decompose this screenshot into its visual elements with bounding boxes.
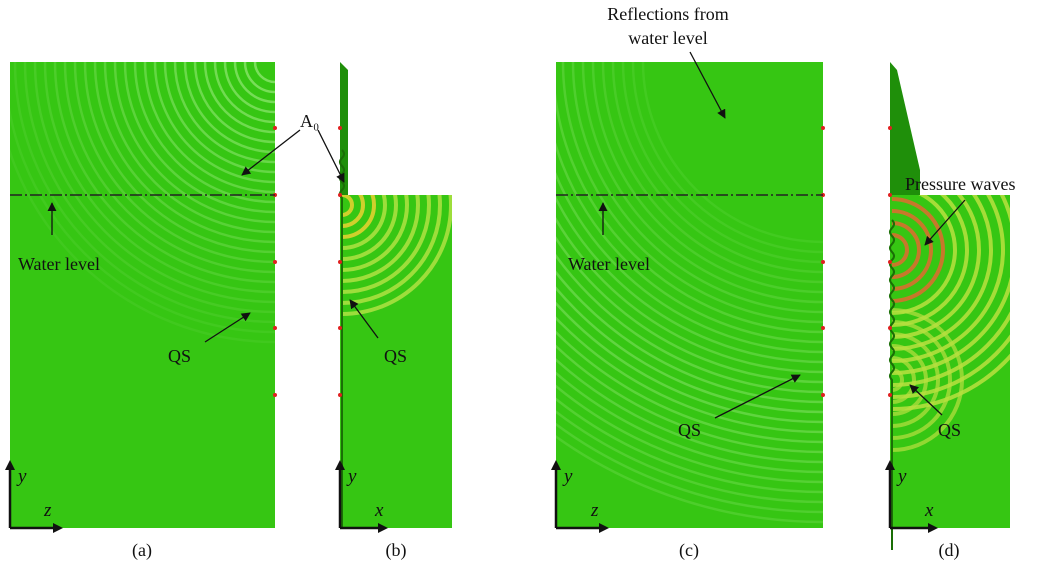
sensor-dot	[338, 126, 342, 130]
sensor-dot	[338, 193, 342, 197]
sensor-dot	[273, 326, 277, 330]
axis-label: y	[896, 466, 907, 487]
wavefront	[342, 195, 431, 294]
sensor-dot	[821, 393, 825, 397]
axis-label: y	[346, 466, 357, 487]
sensor-dot	[888, 260, 892, 264]
axis-label: y	[562, 466, 573, 487]
wavefront	[892, 221, 921, 279]
annotation: Reflections from	[607, 4, 728, 24]
annotation: Water level	[18, 254, 100, 274]
annotation: water level	[628, 28, 707, 48]
axis-label: x	[924, 500, 934, 521]
annotation: A₀	[300, 111, 319, 131]
annotation: QS	[678, 420, 701, 440]
wavefront	[892, 195, 957, 315]
wavefront	[892, 344, 928, 416]
wavefront	[342, 195, 442, 305]
wavefront	[892, 195, 981, 339]
annotation: QS	[384, 346, 407, 366]
panel-label: (a)	[132, 540, 152, 561]
wavefront	[892, 332, 940, 428]
wavefront	[342, 195, 452, 316]
wavefront	[342, 195, 376, 239]
wavefront	[892, 195, 1005, 363]
wavefront	[342, 195, 420, 283]
panel-label: (c)	[679, 540, 699, 561]
wavefront	[892, 197, 945, 303]
sensor-dot	[338, 393, 342, 397]
sensor-dot	[273, 260, 277, 264]
annotation: Water level	[568, 254, 650, 274]
panel-label: (d)	[939, 540, 960, 561]
sensor-dot	[821, 126, 825, 130]
wavefront	[892, 195, 993, 351]
sensor-dot	[888, 326, 892, 330]
panel-label: (b)	[386, 540, 407, 561]
panel-c	[556, 62, 823, 528]
sensor-dot	[888, 393, 892, 397]
annotation: Pressure waves	[905, 174, 1015, 194]
sensor-dot	[338, 260, 342, 264]
panel-b	[340, 195, 452, 528]
annotation: QS	[168, 346, 191, 366]
sensor-dot	[273, 126, 277, 130]
wavefront	[342, 195, 365, 228]
wavefront	[342, 195, 409, 272]
sensor-dot	[821, 260, 825, 264]
wavefront	[892, 308, 964, 452]
sensor-dot	[821, 326, 825, 330]
wavefront	[892, 368, 904, 392]
axis-label: y	[16, 466, 27, 487]
annotation: QS	[938, 420, 961, 440]
axis-label: z	[43, 500, 52, 521]
wavefront	[342, 195, 354, 217]
sensor-dot	[888, 193, 892, 197]
sensor-dot	[338, 326, 342, 330]
wavefront	[892, 356, 916, 404]
wavefront	[892, 320, 952, 440]
sensor-dot	[888, 126, 892, 130]
axis-label: x	[374, 500, 384, 521]
sensor-dot	[273, 393, 277, 397]
wavefront	[342, 195, 387, 250]
axis-label: z	[590, 500, 599, 521]
wavefront	[892, 195, 969, 327]
wavefront	[892, 209, 933, 291]
wavefront	[892, 233, 909, 267]
wavefront	[342, 195, 398, 261]
